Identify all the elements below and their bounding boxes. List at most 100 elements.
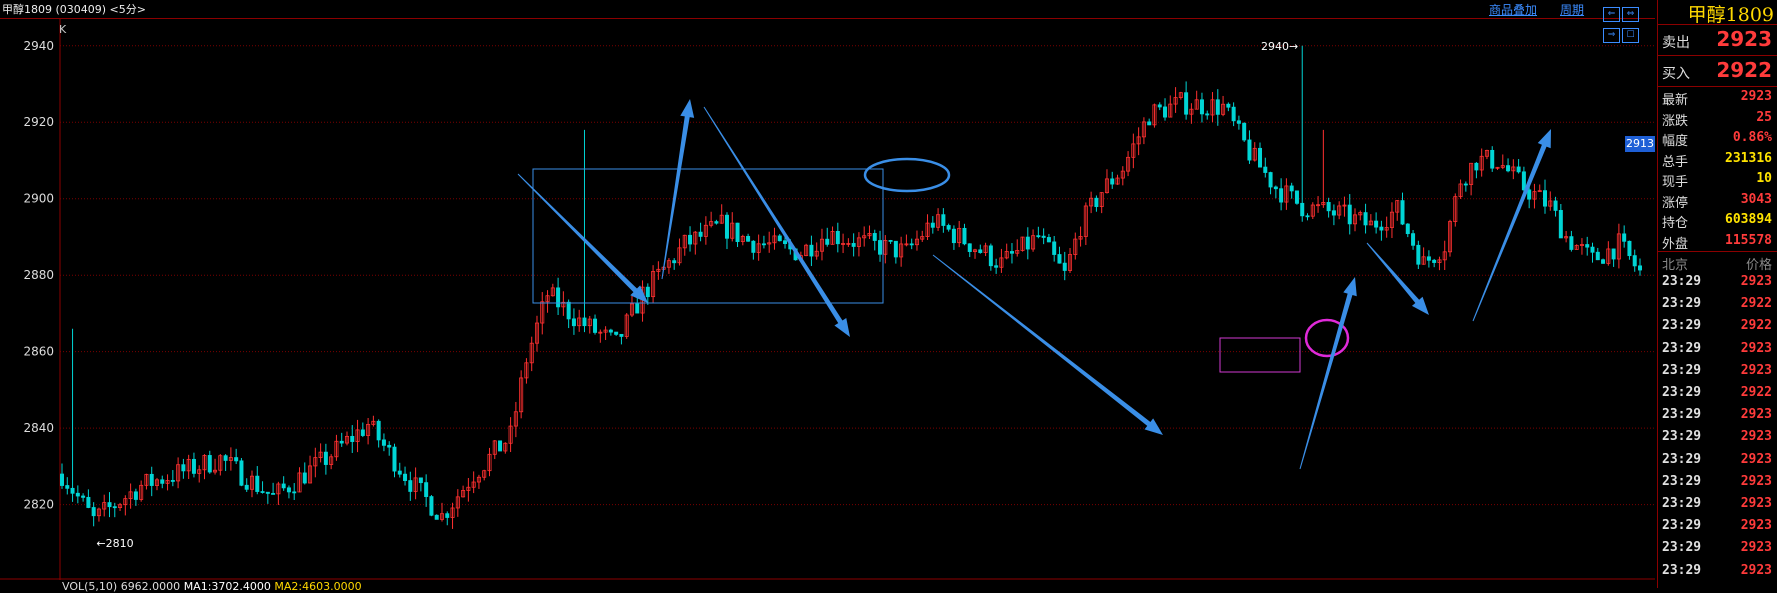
candle-body xyxy=(962,227,967,245)
quote-label: 现手 xyxy=(1662,175,1689,190)
candle-body xyxy=(207,455,212,473)
candle-body xyxy=(835,230,840,245)
quote-value: 0.86% xyxy=(1732,130,1772,145)
candle-body xyxy=(767,242,772,245)
candle-body xyxy=(308,465,313,484)
candle-body xyxy=(1353,214,1358,225)
candle-body xyxy=(608,329,613,333)
candle-body xyxy=(461,490,466,498)
tick-time: 23:29 xyxy=(1662,340,1702,356)
candle-body xyxy=(1152,104,1157,126)
period-link[interactable]: 周期 xyxy=(1560,3,1585,17)
candle-body xyxy=(292,491,297,494)
candle-body xyxy=(360,429,365,436)
candle-body xyxy=(571,318,576,327)
candle-body xyxy=(1236,120,1241,124)
quote-row: 最新 2923 xyxy=(1658,87,1777,108)
candle-body xyxy=(1221,103,1226,115)
consolidation-box xyxy=(532,168,884,304)
candle-body xyxy=(930,222,935,228)
tick-price: 2922 xyxy=(1740,296,1772,312)
candle-body xyxy=(1305,215,1310,218)
candle-body xyxy=(186,458,191,472)
candle-body xyxy=(814,250,819,257)
candle-body xyxy=(988,245,993,267)
candle-body xyxy=(909,243,914,246)
quote-value: 25 xyxy=(1756,109,1772,125)
candle-body xyxy=(276,483,281,495)
candle-body xyxy=(1500,165,1505,168)
candle-body xyxy=(1395,200,1400,213)
candle-body xyxy=(123,498,128,506)
panel-icon[interactable]: ☐ xyxy=(1622,28,1639,43)
candle-body xyxy=(1426,256,1431,261)
candle-body xyxy=(1268,172,1273,188)
quote-value: 231316 xyxy=(1725,150,1772,166)
tick-time: 23:29 xyxy=(1662,296,1702,312)
candle-body xyxy=(202,455,207,471)
candle-body xyxy=(651,271,656,298)
candle-body xyxy=(1458,183,1463,198)
candle-body xyxy=(1068,254,1073,271)
candle-body xyxy=(302,472,307,484)
candle-body xyxy=(1300,202,1305,217)
candle-body xyxy=(1252,147,1257,161)
candle-body xyxy=(587,318,592,327)
last-price-tag: 2913 xyxy=(1625,136,1655,152)
tick-row: 23:29 2923 xyxy=(1658,537,1777,559)
candle-body xyxy=(381,439,386,446)
candle-body xyxy=(1115,177,1120,185)
candle-body xyxy=(1569,236,1574,250)
buy-price: 2922 xyxy=(1716,58,1772,82)
candle-body xyxy=(936,214,941,228)
candle-body xyxy=(904,243,909,246)
buy-row: 买入 2922 xyxy=(1658,55,1777,86)
volume-readout: VOL(5,10) 6962.0000 MA1:3702.4000 MA2:46… xyxy=(62,580,362,593)
candle-body xyxy=(1384,227,1389,231)
candle-body xyxy=(746,235,751,242)
compare-link[interactable]: 商品叠加 xyxy=(1489,3,1538,17)
candle-body xyxy=(1279,188,1284,203)
y-tick-label: 2900 xyxy=(23,192,54,206)
candle-body xyxy=(920,236,925,240)
candle-body xyxy=(614,331,619,335)
candle-body xyxy=(334,440,339,458)
next-icon[interactable]: ⇒ xyxy=(1603,28,1620,43)
tick-price: 2923 xyxy=(1740,407,1772,423)
candle-body xyxy=(540,301,545,324)
candle-body xyxy=(914,238,919,246)
candle-body xyxy=(1405,223,1410,235)
candlestick-chart[interactable]: K 2820 2840 2860 2880 2900 2920 2940 2940→ ←2810 xyxy=(0,19,1655,580)
candle-body xyxy=(418,477,423,484)
candle-body xyxy=(1057,254,1062,264)
quote-label: 外盘 xyxy=(1662,236,1689,252)
tick-price: 2922 xyxy=(1740,318,1772,334)
quote-label: 最新 xyxy=(1662,93,1689,108)
candle-body xyxy=(1622,233,1627,242)
sell-label: 卖出 xyxy=(1662,35,1690,51)
candle-body xyxy=(761,243,766,246)
candle-body xyxy=(777,235,782,242)
candle-body xyxy=(144,473,149,486)
candle-body xyxy=(476,476,481,483)
candle-body xyxy=(1374,220,1379,228)
candle-body xyxy=(96,508,101,517)
tick-row: 23:29 2922 xyxy=(1658,315,1777,337)
candle-body xyxy=(624,314,629,337)
sell-row: 卖出 2923 xyxy=(1658,24,1777,55)
candle-body xyxy=(772,235,777,244)
candle-body xyxy=(503,442,508,452)
candle-body xyxy=(149,473,154,486)
tick-time: 23:29 xyxy=(1662,429,1702,445)
tick-price: 2923 xyxy=(1740,429,1772,445)
candle-body xyxy=(598,331,603,334)
volume-ma2: MA2:4603.0000 xyxy=(274,580,362,593)
candle-body xyxy=(994,265,999,268)
candle-body xyxy=(371,420,376,425)
candle-body xyxy=(1036,235,1041,238)
candle-body xyxy=(1543,190,1548,207)
candle-body xyxy=(862,235,867,239)
candle-body xyxy=(81,495,86,498)
candle-body xyxy=(118,504,123,508)
candle-body xyxy=(693,231,698,245)
